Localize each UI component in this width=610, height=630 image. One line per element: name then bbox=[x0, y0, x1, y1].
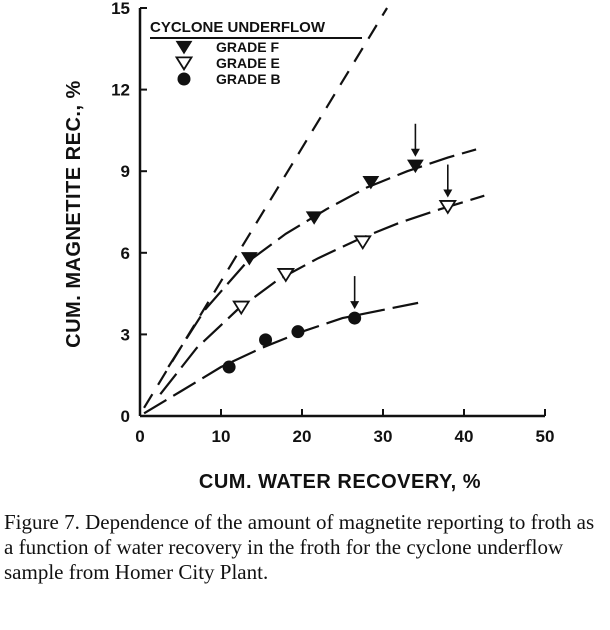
data-point bbox=[362, 175, 380, 190]
legend-marker bbox=[175, 40, 193, 55]
data-point bbox=[259, 333, 273, 347]
x-tick-label: 0 bbox=[135, 427, 144, 446]
x-tick-label: 20 bbox=[293, 427, 312, 446]
x-tick-label: 30 bbox=[374, 427, 393, 446]
chart: 0 10 20 30 40 50 0 3 6 9 12 15 CYCLONE UNDERFLOW GR… bbox=[63, 0, 554, 493]
y-tick-label: 12 bbox=[111, 81, 130, 100]
legend-marker bbox=[174, 56, 194, 72]
end-arrows bbox=[350, 123, 453, 310]
x-axis-title: CUM. WATER RECOVERY, % bbox=[199, 471, 481, 493]
data-point bbox=[240, 252, 258, 266]
arrow-head bbox=[443, 189, 453, 198]
fit-curves bbox=[143, 148, 485, 415]
y-tick-label: 6 bbox=[121, 244, 130, 263]
data-point bbox=[232, 300, 251, 316]
data-point bbox=[406, 159, 424, 174]
y-tick-label: 15 bbox=[111, 0, 130, 18]
dashed-reference-line bbox=[143, 7, 388, 409]
data-point bbox=[291, 325, 305, 339]
legend-entry-label: GRADE F bbox=[216, 39, 279, 55]
data-point bbox=[276, 268, 295, 283]
arrow-head bbox=[350, 301, 360, 310]
data-point bbox=[348, 311, 362, 325]
y-tick-label: 9 bbox=[121, 162, 130, 181]
fit-curve-1 bbox=[159, 194, 485, 395]
fit-curve-0 bbox=[167, 148, 477, 368]
axis-ticks: 0 10 20 30 40 50 0 3 6 9 12 15 bbox=[111, 0, 554, 446]
data-point bbox=[222, 360, 236, 374]
legend-entry-label: GRADE B bbox=[216, 71, 281, 87]
fit-curve-2 bbox=[143, 300, 424, 415]
figure-caption: Figure 7. Dependence of the amount of ma… bbox=[4, 510, 595, 584]
y-axis-title: CUM. MAGNETITE REC., % bbox=[63, 80, 85, 348]
data-points bbox=[222, 159, 457, 374]
x-tick-label: 50 bbox=[536, 427, 555, 446]
legend-title: CYCLONE UNDERFLOW bbox=[150, 19, 326, 36]
y-tick-label: 0 bbox=[121, 407, 130, 426]
x-tick-label: 40 bbox=[455, 427, 474, 446]
data-point bbox=[438, 200, 457, 215]
reference-line bbox=[143, 7, 388, 409]
y-tick-label: 3 bbox=[121, 325, 130, 344]
legend-entry-label: GRADE E bbox=[216, 55, 280, 71]
data-point bbox=[305, 211, 323, 225]
legend-marker bbox=[177, 72, 191, 86]
plot-frame bbox=[138, 8, 545, 418]
data-point bbox=[353, 235, 372, 250]
x-tick-label: 10 bbox=[212, 427, 231, 446]
arrow-head bbox=[410, 148, 420, 157]
